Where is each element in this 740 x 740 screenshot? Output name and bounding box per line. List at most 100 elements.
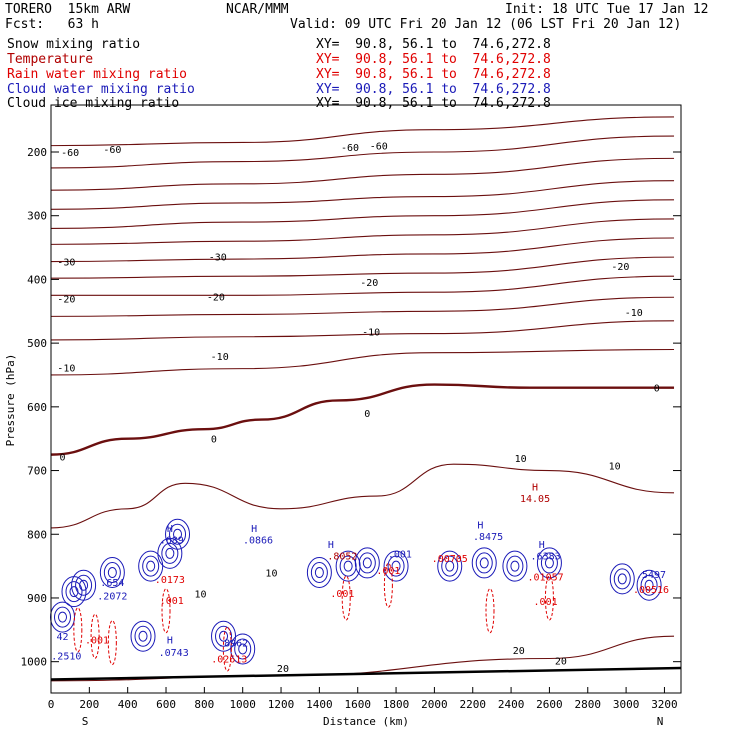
- cloud-water-contour: [644, 579, 654, 591]
- x-tick-label: 3000: [613, 698, 640, 711]
- cloud-water-contour: [354, 547, 380, 579]
- cloud-water-contour: [506, 555, 524, 577]
- contour-label-layer: -60 -60 -60 -60 -30 -30 -20 -20 -20 -20 -10 -10 -10 -…: [51, 142, 669, 675]
- contour-label: -60: [61, 148, 79, 159]
- rain-water-contour: [544, 575, 554, 621]
- contour-label: -10: [57, 363, 75, 374]
- cloud-water-contour: [71, 569, 97, 601]
- contour-label: -30: [209, 252, 227, 263]
- field-annotation: .00705: [432, 554, 468, 565]
- contour-label: -30: [57, 258, 75, 269]
- rain-water-contour: [383, 562, 393, 608]
- contour-label: 20: [555, 656, 567, 667]
- isotherm-10: [50, 463, 675, 529]
- isotherm--55: [50, 135, 675, 169]
- contour-label: -10: [211, 352, 229, 363]
- contour-label: -60: [370, 142, 388, 153]
- cloud-water-contour: [391, 560, 401, 572]
- contour-label: 10: [195, 590, 207, 601]
- contour-label: 0: [211, 435, 217, 446]
- contour-label: -10: [362, 328, 380, 339]
- x-tick-label: 1600: [344, 698, 371, 711]
- cloud-water-contour: [69, 586, 79, 598]
- isotherm-layer: [50, 116, 682, 682]
- isotherm--45: [50, 180, 675, 210]
- field-annotation: 14.05: [520, 494, 550, 505]
- cloud-water-contour: [544, 557, 554, 569]
- legend-name-3: Cloud water mixing ratio: [7, 82, 195, 97]
- cloud-water-contour: [107, 566, 117, 578]
- x-tick-label: 1800: [383, 698, 410, 711]
- cloud-water-contour: [238, 643, 248, 655]
- cloud-water-contour: [339, 555, 357, 577]
- x-tick-label: 600: [156, 698, 176, 711]
- rain-water-layer: [73, 562, 554, 672]
- field-annotation: .654: [100, 578, 124, 589]
- cloud-water-contour: [335, 550, 361, 582]
- cloud-water-contour: [134, 625, 152, 647]
- cloud-water-contour: [479, 557, 489, 569]
- field-annotation: .001: [160, 596, 184, 607]
- field-annotation: .00516: [633, 585, 669, 596]
- x-tick-label: 2200: [459, 698, 486, 711]
- cloud-water-contour: [437, 550, 463, 582]
- field-annotation: .001: [85, 635, 109, 646]
- field-annotation: .0743: [159, 648, 189, 659]
- cloud-water-contour: [54, 606, 72, 628]
- field-annotation: .02613: [211, 654, 247, 665]
- x-tick-label: 1000: [229, 698, 256, 711]
- cloud-water-contour: [362, 557, 372, 569]
- cloud-water-contour: [445, 560, 455, 572]
- forecast-hour: Fcst: 63 h: [5, 17, 99, 32]
- x-end-label-north: N: [657, 715, 664, 728]
- init-time: Init: 18 UTC Tue 17 Jan 12: [505, 2, 709, 17]
- field-annotation: .5497: [636, 570, 666, 581]
- cloud-water-contour: [441, 555, 459, 577]
- isotherm-20: [50, 635, 675, 682]
- rain-water-contour: [222, 626, 232, 672]
- field-annotation: .689: [160, 535, 184, 546]
- legend-xy-4: XY= 90.8, 56.1 to 74.6,272.8: [316, 96, 551, 111]
- legend-name-4: Cloud ice mixing ratio: [7, 96, 180, 111]
- x-end-label-south: S: [82, 715, 89, 728]
- rain-water-contour: [90, 613, 100, 659]
- cloud-water-contour: [471, 547, 497, 579]
- cloud-water-contour: [219, 630, 229, 642]
- y-tick-label: 400: [27, 273, 47, 286]
- cloud-water-contour: [165, 518, 191, 550]
- y-tick-label: 700: [27, 465, 47, 478]
- contour-label: 10: [265, 568, 277, 579]
- cloud-water-contour: [157, 537, 183, 569]
- isotherm--40: [50, 199, 675, 230]
- field-annotation: H: [532, 482, 538, 493]
- y-tick-label: 900: [27, 592, 47, 605]
- cloud-water-contour: [536, 547, 562, 579]
- cloud-water-contour: [310, 561, 328, 583]
- x-tick-label: 800: [194, 698, 214, 711]
- field-annotation: .8052: [327, 551, 357, 562]
- cloud-water-contour: [50, 601, 76, 633]
- x-tick-label: 2000: [421, 698, 448, 711]
- isotherm--20: [51, 275, 675, 296]
- cloud-water-contour: [230, 633, 256, 665]
- x-axis-label: Distance (km): [323, 715, 409, 728]
- isotherm--10: [50, 320, 675, 341]
- isotherm--50: [50, 157, 675, 191]
- cloud-water-contour: [173, 528, 183, 540]
- x-tick-label: 400: [118, 698, 138, 711]
- legend-name-0: Snow mixing ratio: [7, 37, 141, 52]
- field-annotation: .8475: [473, 532, 503, 543]
- cloud-water-contour: [75, 574, 93, 596]
- cloud-water-contour: [510, 560, 520, 572]
- field-annotation: .0866: [243, 535, 273, 546]
- legend-name-2: Rain water mixing ratio: [7, 67, 188, 82]
- y-tick-label: 800: [27, 528, 47, 541]
- cloud-water-layer: [50, 518, 662, 665]
- cloud-water-contour: [502, 550, 528, 582]
- x-tick-label: 1200: [268, 698, 295, 711]
- cloud-water-contour: [58, 611, 68, 623]
- contour-label: -10: [625, 308, 643, 319]
- y-tick-label: 300: [27, 210, 47, 223]
- x-tick-label: 2400: [498, 698, 525, 711]
- legend-xy-3: XY= 90.8, 56.1 to 74.6,272.8: [316, 82, 551, 97]
